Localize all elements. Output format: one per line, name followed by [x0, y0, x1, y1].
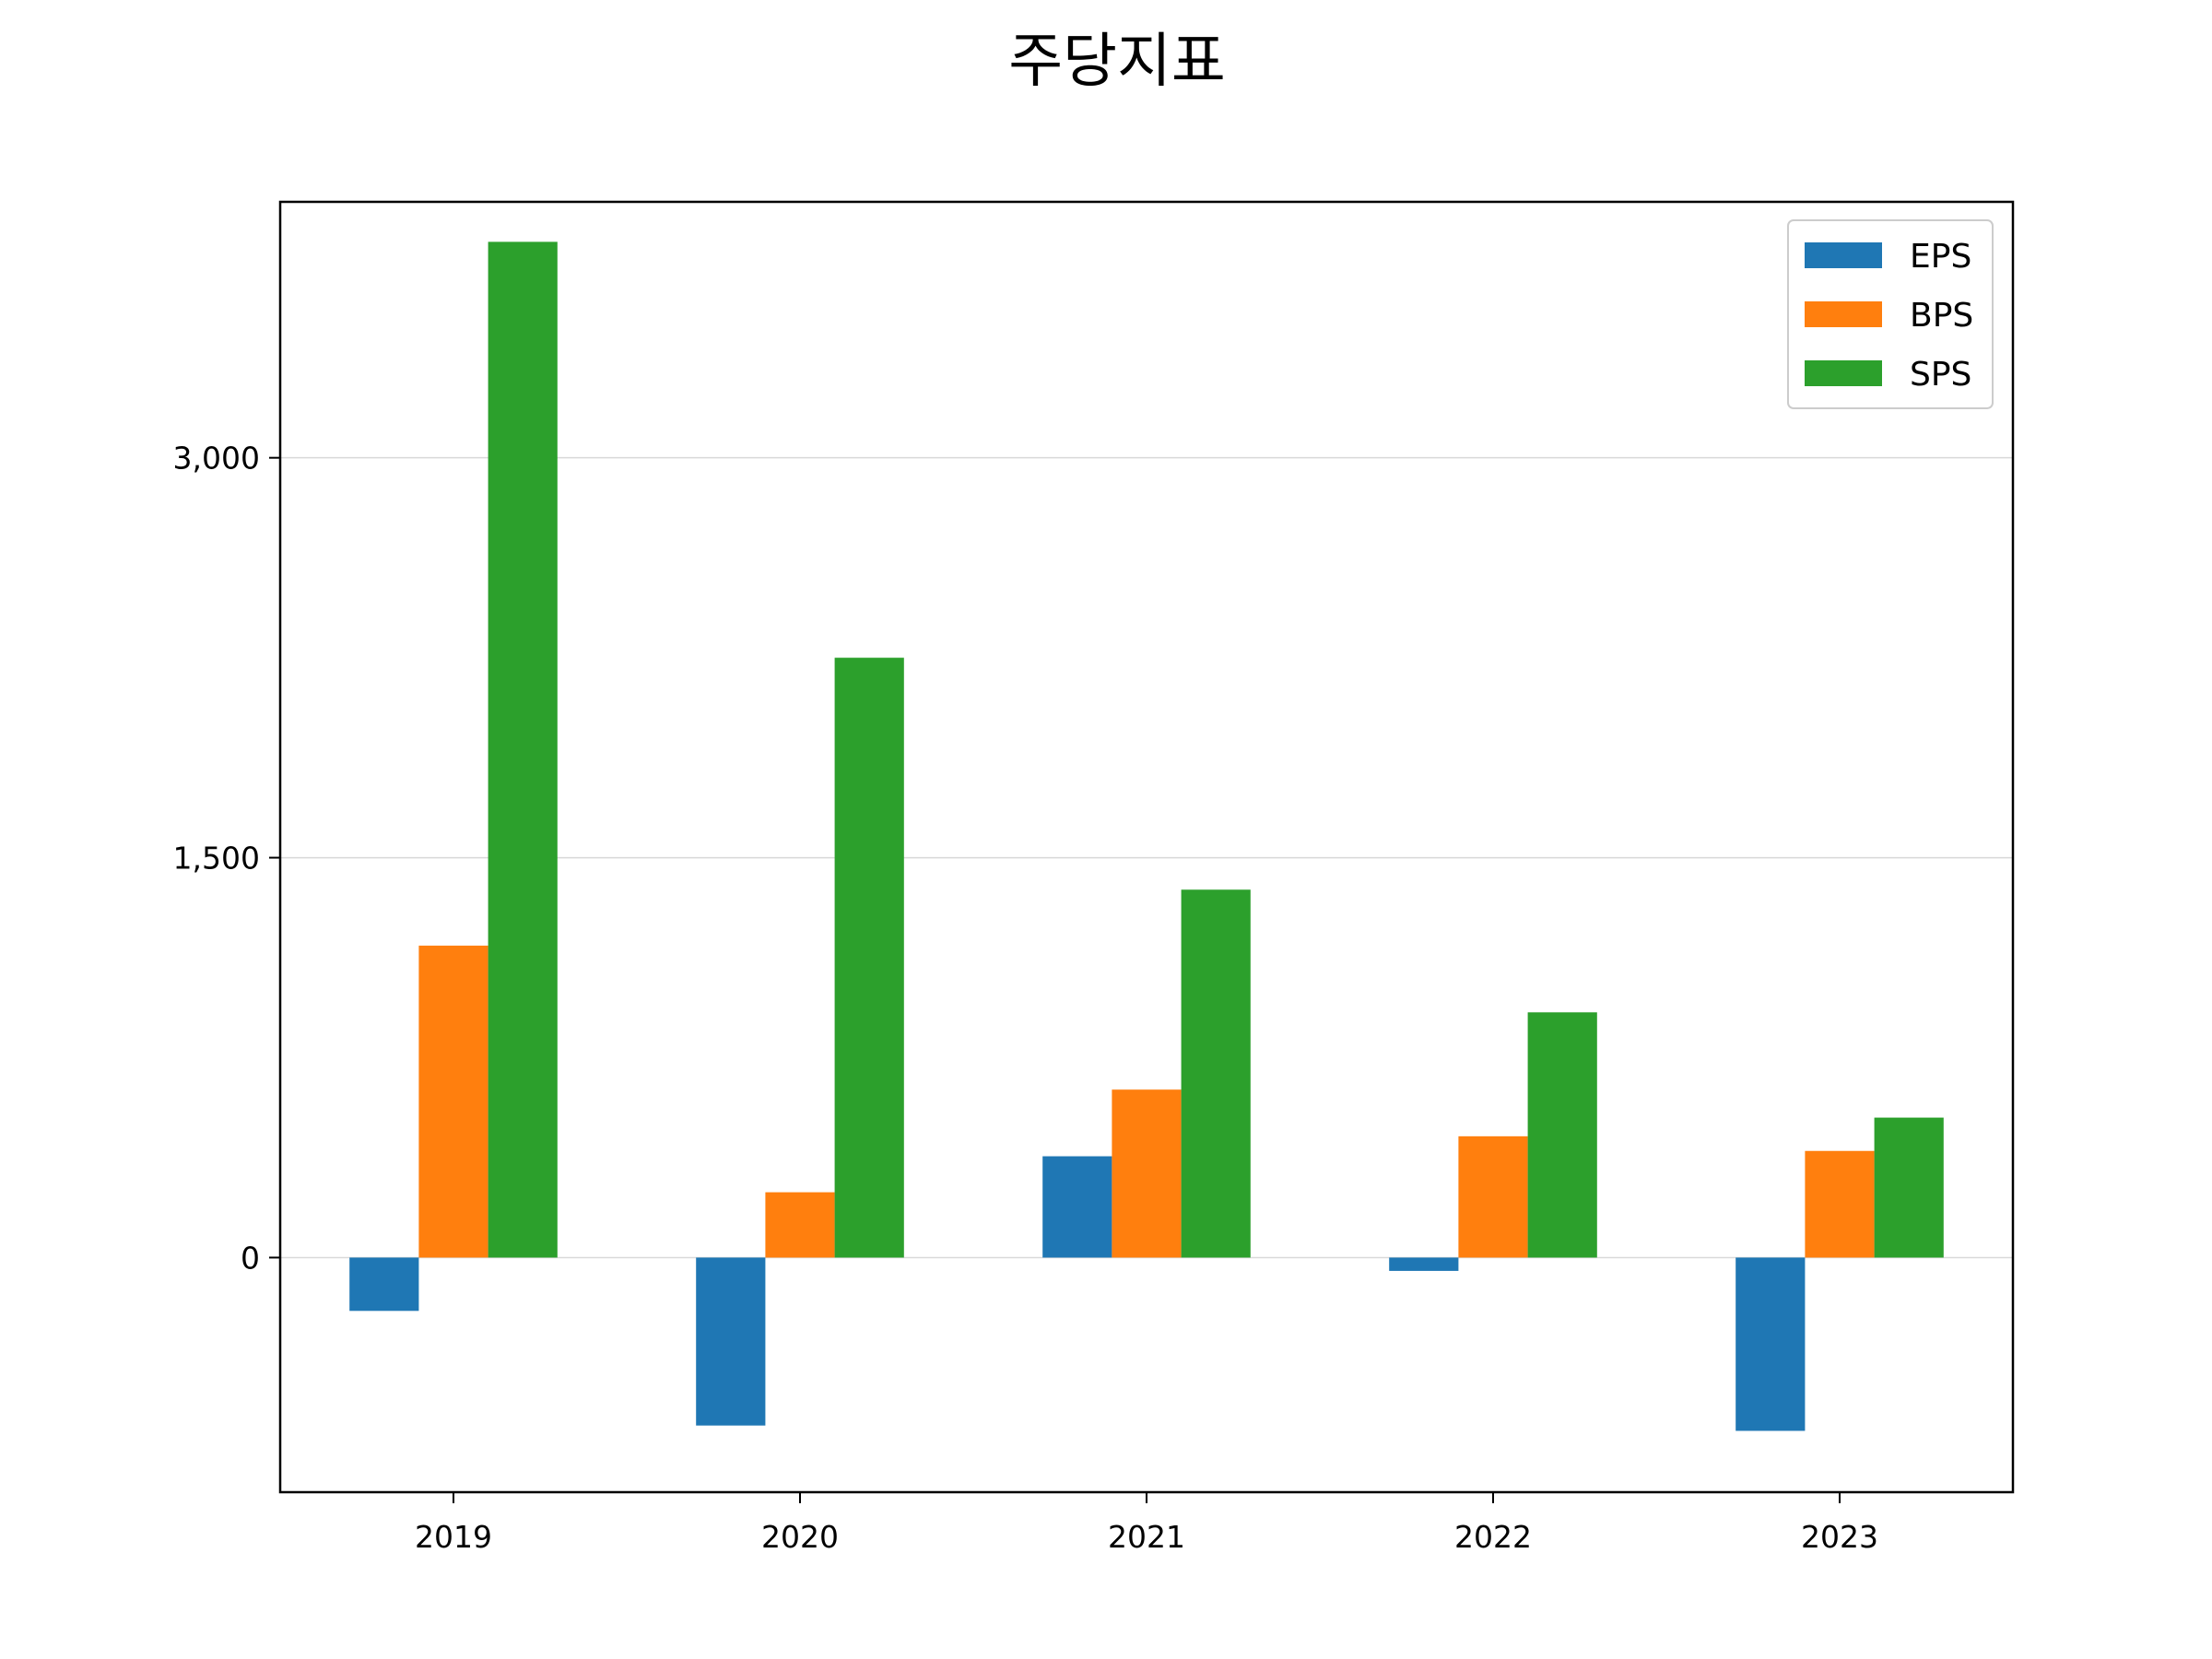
x-tick-label: 2022 [1454, 1519, 1532, 1555]
y-tick-label: 3,000 [173, 441, 260, 477]
bar-eps-2021 [1042, 1156, 1112, 1258]
bar-bps-2021 [1112, 1089, 1182, 1258]
x-tick-label: 2019 [415, 1519, 492, 1555]
bar-sps-2022 [1527, 1012, 1597, 1258]
legend-label-bps: BPS [1910, 297, 1973, 335]
legend-label-eps: EPS [1910, 238, 1971, 276]
legend-swatch-sps [1805, 360, 1882, 386]
bar-eps-2020 [696, 1257, 766, 1426]
x-tick-label: 2021 [1108, 1519, 1185, 1555]
legend: EPS BPS SPS [1787, 219, 1994, 409]
bar-eps-2023 [1735, 1257, 1806, 1431]
bars [349, 241, 1944, 1431]
bar-eps-2019 [349, 1257, 419, 1312]
x-tick-label: 2020 [761, 1519, 839, 1555]
bar-bps-2019 [418, 946, 488, 1258]
chart-title: 주당지표 [1008, 28, 1226, 96]
y-tick-label: 1,500 [173, 841, 260, 877]
legend-label-sps: SPS [1910, 356, 1971, 394]
bar-sps-2021 [1181, 889, 1251, 1258]
x-axis: 2019 2020 2021 2022 2023 [415, 1492, 1878, 1555]
bar-sps-2023 [1874, 1117, 1944, 1258]
legend-swatch-eps [1805, 242, 1882, 268]
bar-bps-2020 [765, 1192, 835, 1258]
legend-swatch-bps [1805, 301, 1882, 327]
bar-eps-2022 [1389, 1257, 1459, 1271]
y-tick-label: 0 [241, 1240, 260, 1276]
bar-sps-2020 [834, 657, 904, 1258]
y-axis: 0 1,500 3,000 [173, 441, 280, 1276]
bar-bps-2022 [1458, 1135, 1528, 1258]
bar-sps-2019 [488, 241, 558, 1258]
bar-bps-2023 [1805, 1150, 1875, 1258]
x-tick-label: 2023 [1801, 1519, 1878, 1555]
